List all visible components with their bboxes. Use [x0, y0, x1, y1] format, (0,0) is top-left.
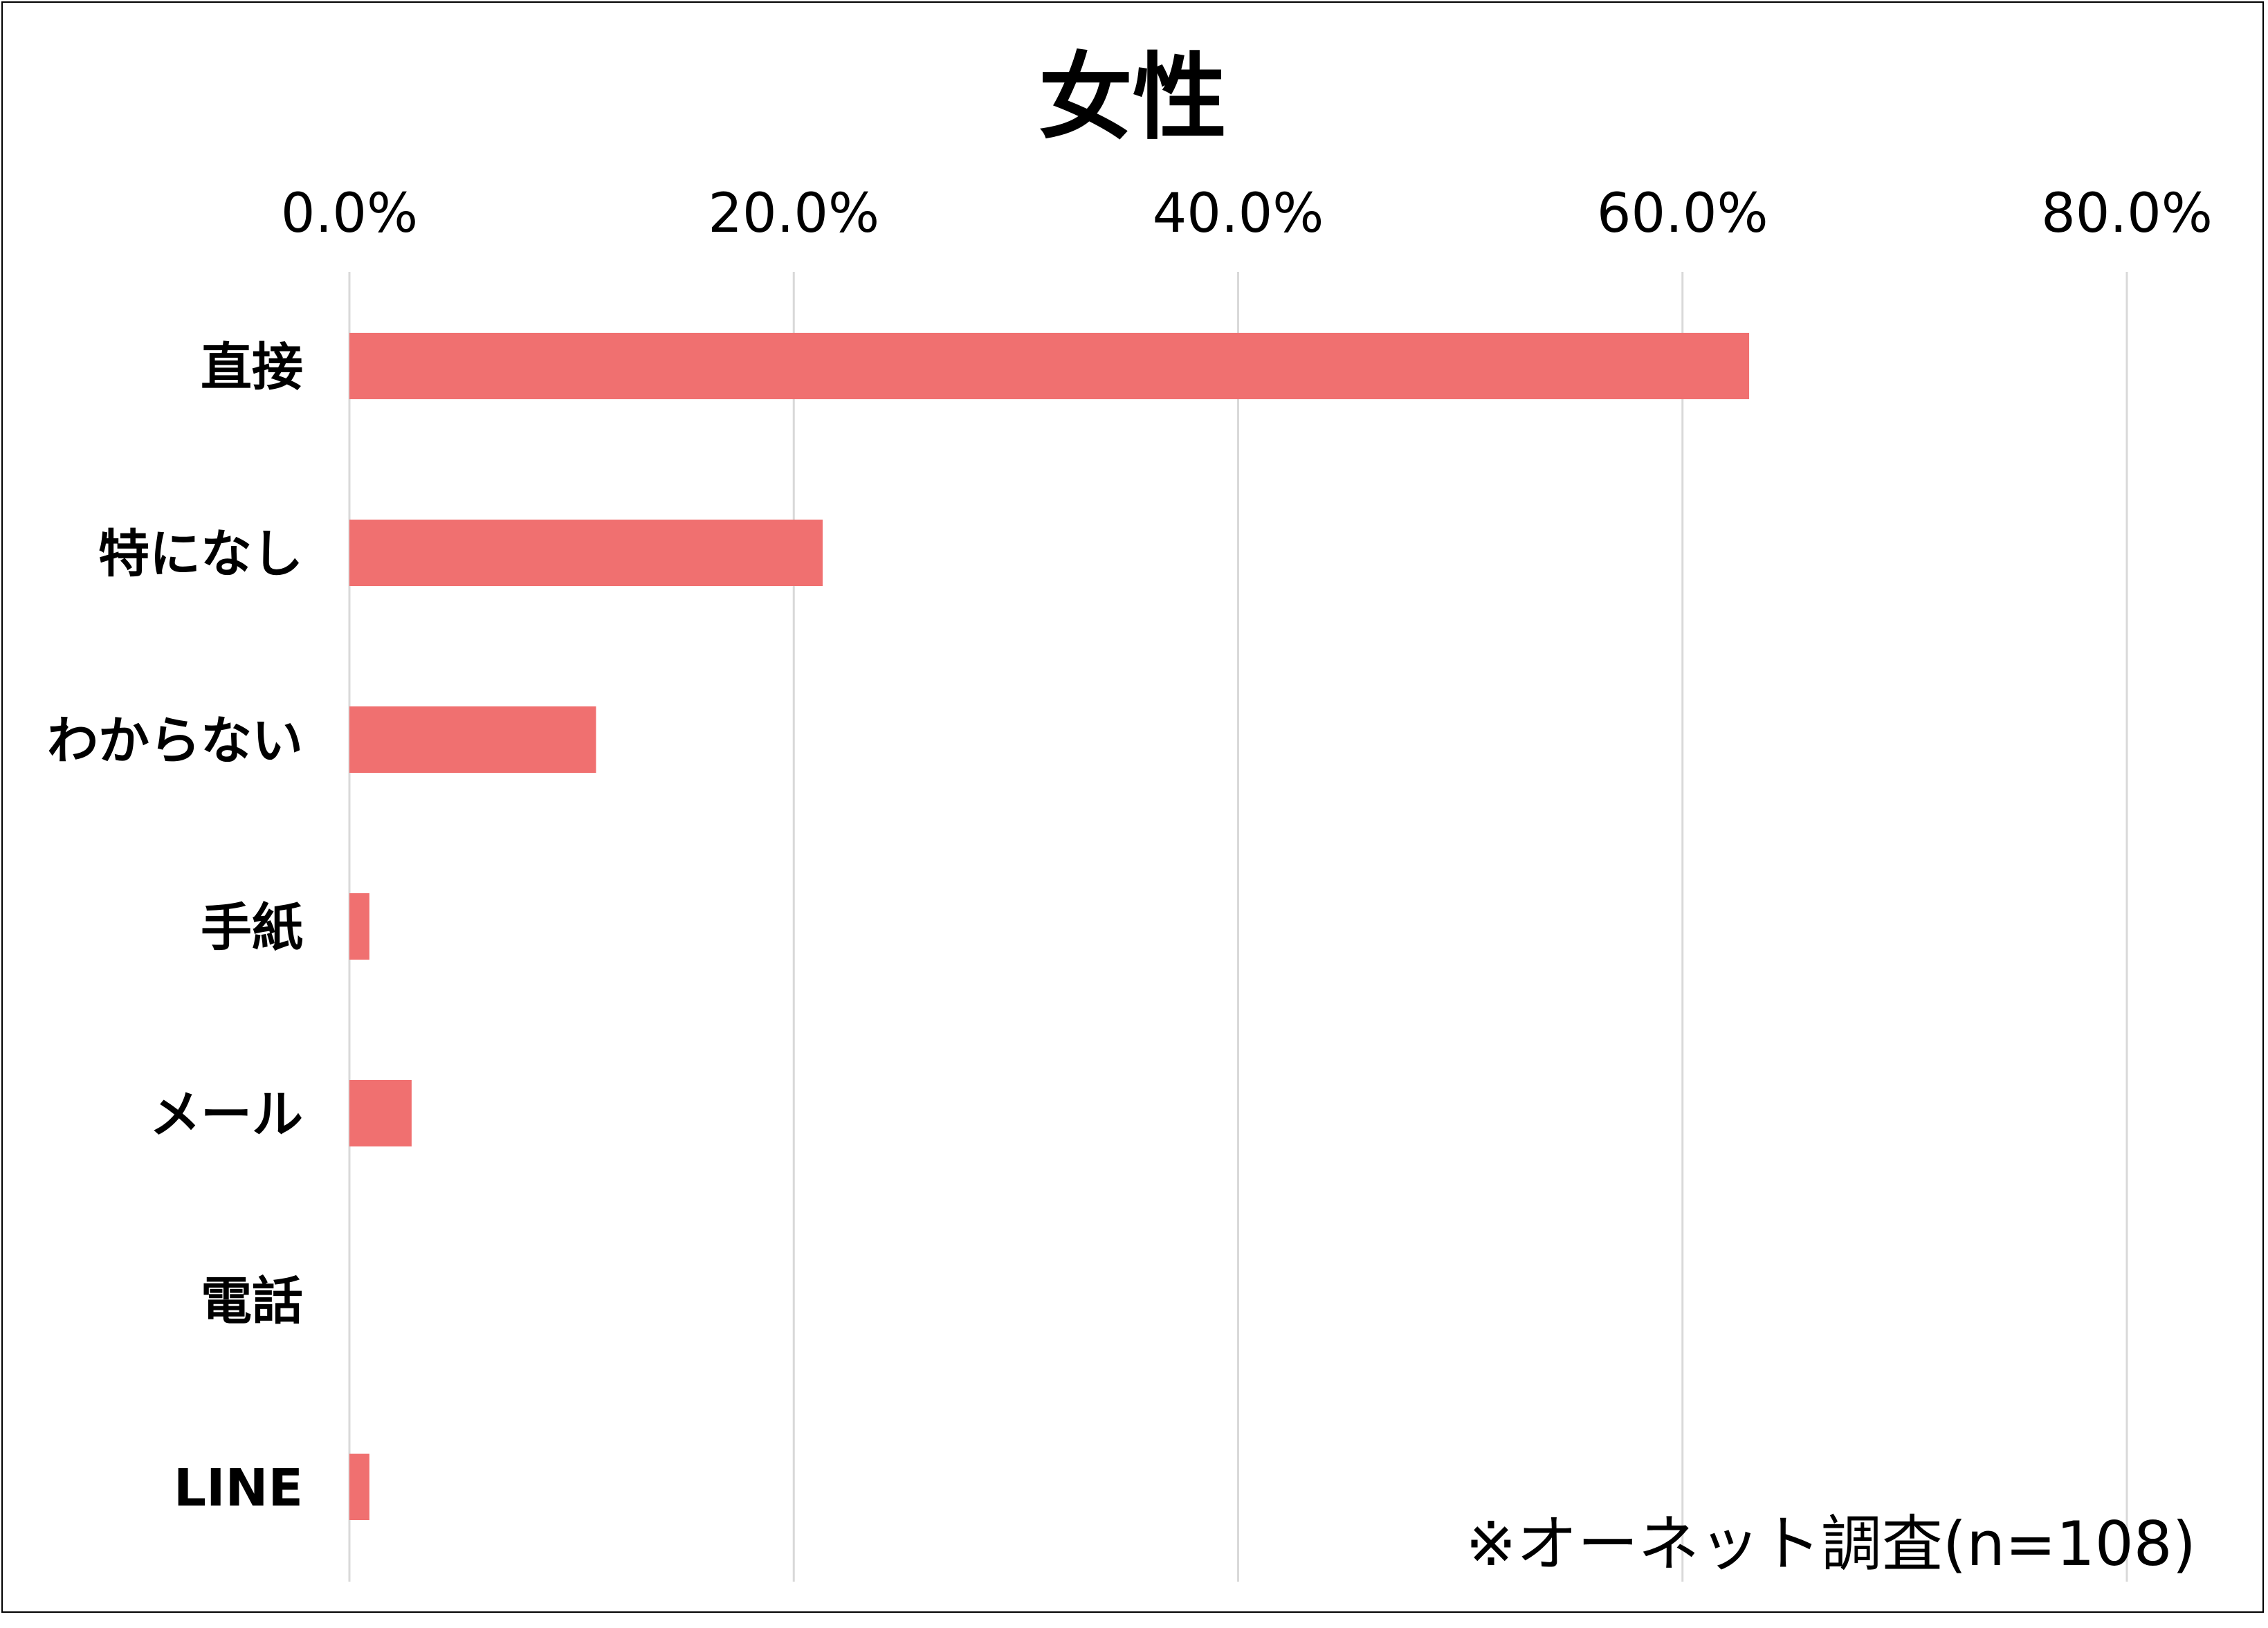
category-label: メール — [149, 1085, 303, 1144]
category-label: 手紙 — [201, 898, 303, 958]
x-tick-label: 40.0% — [1153, 183, 1324, 245]
category-label: 直接 — [201, 338, 303, 397]
category-label: 特になし — [98, 524, 303, 584]
source-annotation: ※オーネット調査(n=108) — [1465, 1508, 2196, 1580]
category-label: 電話 — [201, 1272, 303, 1331]
chart-title: 女性 — [1039, 44, 1227, 153]
x-tick-label: 20.0% — [708, 183, 879, 245]
x-axis-tick-labels: 0.0% 20.0% 40.0% 60.0% 80.0% — [281, 183, 2213, 245]
bars — [349, 333, 1750, 1520]
category-label: LINE — [174, 1458, 303, 1518]
x-tick-label: 0.0% — [281, 183, 418, 245]
bar — [349, 1454, 369, 1520]
gridlines — [348, 272, 2128, 1582]
bar — [349, 520, 823, 586]
x-tick-label: 60.0% — [1597, 183, 1768, 245]
x-tick-label: 80.0% — [2041, 183, 2213, 245]
bar — [349, 706, 596, 773]
bar — [349, 893, 369, 960]
bar — [349, 1080, 412, 1146]
bar — [349, 333, 1750, 399]
category-label: わからない — [47, 711, 303, 771]
